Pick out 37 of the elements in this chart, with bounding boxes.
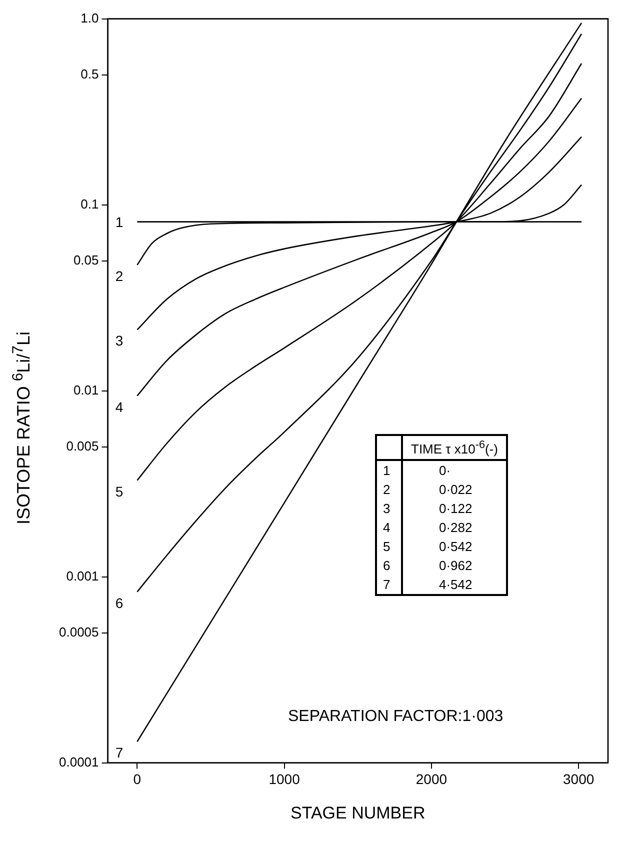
x-tick-label: 3000 (562, 771, 594, 788)
legend-label: 3 (376, 499, 402, 518)
y-tick-label: 0.0001 (58, 754, 99, 770)
x-tick-label: 1000 (268, 771, 300, 788)
annotation: 0·122 (438, 500, 474, 518)
y-tick-label: 0.05 (73, 252, 99, 268)
legend-label: 5 (376, 537, 402, 556)
annotation: 4·542 (438, 576, 474, 594)
y-tick-label: 0.01 (73, 382, 99, 398)
annotation: 0·022 (438, 481, 474, 500)
y-tick-label: 0.1 (80, 196, 99, 212)
y-tick-label: 0.005 (66, 438, 99, 454)
legend-title: TIME τ x10$^{-6}$(-) (402, 435, 508, 460)
y-tick-label: 0.0005 (58, 624, 99, 640)
annotation: 0·962 (438, 557, 474, 576)
legend-label: 4 (376, 518, 402, 538)
text: 2 (115, 268, 124, 284)
y-tick-label: 1.0 (80, 10, 99, 26)
y-tick-label: 0.5 (80, 66, 99, 82)
text: 6 (115, 594, 124, 611)
legend-label: 2 (376, 480, 402, 500)
y-tick-label: 0.001 (66, 568, 99, 584)
text: 4 (115, 398, 124, 415)
legend-label: 1 (376, 460, 402, 480)
x-tick-label: 0 (133, 771, 142, 788)
annotation: 0·282 (438, 519, 474, 538)
annotation: 0·542 (438, 538, 474, 556)
legend-label: 7 (376, 575, 402, 596)
text: 3 (115, 332, 124, 349)
text: 7 (115, 744, 124, 761)
x-axis-title: STAGE NUMBER (290, 803, 426, 822)
annotation: SEPARATION FACTOR:1·003 (288, 708, 504, 726)
legend-label: 6 (376, 556, 402, 576)
x-tick-label: 2000 (416, 771, 448, 788)
text: 1 (115, 214, 124, 230)
annotation: 0· (438, 462, 452, 480)
text: 5 (115, 483, 124, 500)
